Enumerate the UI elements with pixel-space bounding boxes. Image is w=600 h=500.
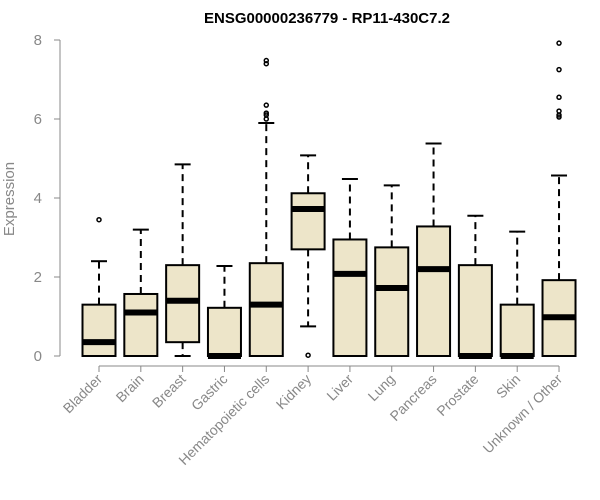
- y-tick-label-2: 4: [34, 190, 42, 207]
- box-group-2: [165, 163, 201, 357]
- outlier-0-0: [96, 216, 102, 223]
- outlier-4-2: [263, 110, 270, 116]
- box-8: [416, 225, 452, 357]
- x-tick-label-6: Liver: [323, 371, 356, 404]
- outlier-4-3: [263, 102, 270, 108]
- outlier-11-0: [556, 114, 562, 120]
- y-tick-label-1: 2: [34, 269, 42, 286]
- outlier-11-2: [556, 108, 562, 114]
- x-tick-label-11: Unknown / Other: [480, 371, 566, 457]
- y-tick-label-4: 8: [34, 32, 42, 49]
- box-group-7: [374, 184, 410, 357]
- box-6: [332, 238, 368, 358]
- box-3: [206, 306, 242, 357]
- outlier-11-5: [556, 40, 562, 46]
- box-5: [290, 192, 326, 251]
- box-4: [248, 262, 284, 357]
- x-tick-label-10: Skin: [493, 371, 524, 402]
- x-tick-label-0: Bladder: [60, 371, 106, 417]
- y-axis-label: Expression: [1, 162, 18, 236]
- box-group-8: [416, 142, 452, 357]
- outlier-4-4: [263, 60, 270, 67]
- y-tick-label-0: 0: [34, 348, 42, 365]
- box-group-0: [81, 216, 117, 357]
- x-tick-label-2: Breast: [149, 371, 189, 411]
- x-tick-label-7: Lung: [365, 371, 398, 404]
- y-tick-label-3: 6: [34, 111, 42, 128]
- box-10: [499, 303, 535, 357]
- x-tick-label-5: Kidney: [273, 371, 315, 413]
- y-axis: 0 2 4 6 8: [34, 32, 61, 365]
- outlier-4-5: [263, 57, 270, 64]
- box-group-4: [248, 57, 284, 357]
- outlier-5-0: [305, 352, 311, 358]
- box-group-10: [499, 230, 535, 359]
- box-group-3: [206, 264, 242, 359]
- box-7: [374, 246, 410, 357]
- x-tick-label-1: Brain: [113, 371, 147, 405]
- outlier-11-3: [556, 94, 562, 101]
- box-9: [457, 264, 493, 357]
- boxes: [81, 40, 577, 359]
- box-group-6: [332, 178, 368, 358]
- box-group-11: [541, 40, 577, 357]
- box-group-1: [123, 228, 159, 357]
- box-group-9: [457, 214, 493, 359]
- box-group-5: [290, 154, 326, 358]
- box-1: [123, 292, 159, 357]
- x-tick-label-9: Prostate: [433, 371, 481, 419]
- box-0: [81, 303, 117, 357]
- outlier-11-4: [556, 66, 562, 73]
- chart-title: ENSG00000236779 - RP11-430C7.2: [204, 10, 450, 27]
- outlier-4-1: [263, 112, 270, 118]
